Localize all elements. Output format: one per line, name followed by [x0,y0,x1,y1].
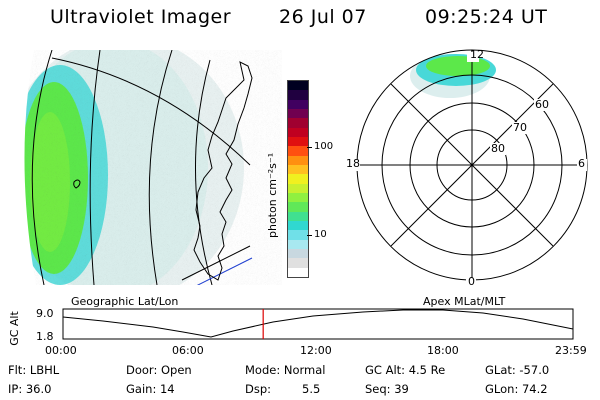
time-tick-2359: 23:59 [555,344,587,357]
ip-info: IP: 36.0 [8,382,52,396]
time-label: 09:25:24 UT [425,6,548,28]
mlat-label-70: 70 [513,121,527,134]
dsp-value: 5.5 [302,382,321,396]
altitude-ylabel: GC Alt [7,311,21,346]
altitude-curve [62,309,574,338]
time-tick-0600: 06:00 [172,344,204,357]
mlt-label-18: 18 [346,157,360,170]
colorbar-tick-100: 100 [314,141,334,152]
colorbar-segment [288,81,308,91]
colorbar-segment [288,137,308,147]
colorbar-segment [288,202,308,212]
colorbar-segment [288,109,308,119]
time-tick-0000: 00:00 [45,344,77,357]
colorbar-segment [288,165,308,175]
colorbar-segment [288,249,308,259]
colorbar-segment [288,127,308,138]
polar-projection-label: Apex MLat/MLT [423,295,506,308]
door-info: Door: Open [126,363,192,377]
colorbar-segment [288,258,308,268]
colorbar-segment [288,183,308,194]
altitude-ytick-min: 1.8 [36,330,54,343]
colorbar-segment [288,155,308,166]
mlt-label-6: 6 [578,157,585,170]
mlat-label-60: 60 [535,98,549,111]
mlt-label-12: 12 [470,48,484,61]
colorbar-tickmark [307,235,312,236]
time-tick-1800: 18:00 [427,344,459,357]
colorbar-segment [288,230,308,240]
colorbar-segment [288,221,308,231]
mode-info: Mode: Normal [245,363,326,377]
colorbar-segment [288,118,308,128]
map-projection-label: Geographic Lat/Lon [71,295,179,308]
instrument-title: Ultraviolet Imager [50,6,232,28]
colorbar-unit-label: photon cm⁻²s⁻¹ [266,152,279,238]
colorbar-segment [288,267,308,277]
coastline [193,61,253,281]
mlat-label-80: 80 [491,142,505,155]
glon-info: GLon: 74.2 [485,382,548,396]
colorbar-segment [288,174,308,184]
seq-info: Seq: 39 [365,382,409,396]
gain-info: Gain: 14 [126,382,175,396]
altitude-plot [62,308,574,340]
mlt-label-0: 0 [468,275,475,288]
polar-plot [344,49,588,288]
dsp-label: Dsp: [245,382,272,396]
altitude-ytick-max: 9.0 [36,307,54,320]
colorbar-segment [288,211,308,222]
glat-info: GLat: -57.0 [485,363,550,377]
colorbar-tick-10: 10 [314,229,327,240]
colorbar-segment [288,239,308,250]
colorbar-tickmark [307,147,312,148]
date-label: 26 Jul 07 [279,6,367,28]
colorbar-segment [288,90,308,100]
time-tick-1200: 12:00 [300,344,332,357]
colorbar-segment [288,146,308,156]
colorbar-segment [288,193,308,203]
colorbar-segment [288,99,308,110]
colorbar [287,80,309,278]
geographic-map [12,50,282,285]
gc-alt-info: GC Alt: 4.5 Re [365,363,446,377]
flt-info: Flt: LBHL [8,363,60,377]
